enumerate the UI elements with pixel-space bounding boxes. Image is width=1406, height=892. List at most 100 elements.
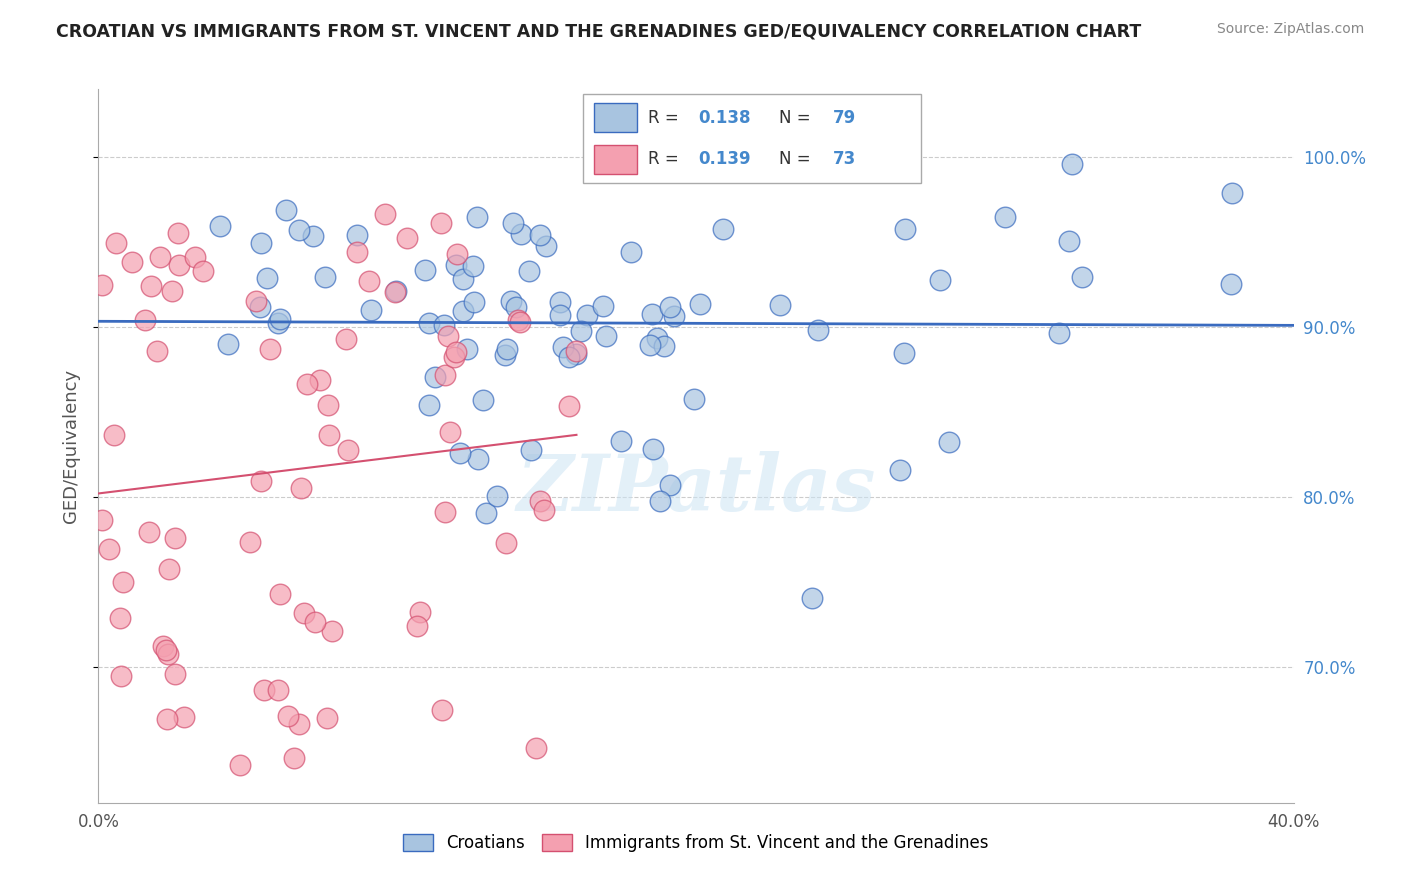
Point xyxy=(321,624,343,638)
Point xyxy=(269,587,291,601)
Point xyxy=(683,392,706,407)
Point xyxy=(259,343,281,357)
Point xyxy=(652,339,675,353)
Point xyxy=(249,300,271,314)
Point xyxy=(645,331,668,345)
Point xyxy=(571,324,593,338)
Point xyxy=(533,503,555,517)
Point xyxy=(409,605,432,619)
Point xyxy=(160,284,183,298)
Point xyxy=(443,350,465,364)
Point xyxy=(494,348,516,362)
Point xyxy=(336,443,359,458)
Point xyxy=(191,264,214,278)
Point xyxy=(103,428,125,442)
Point xyxy=(308,373,330,387)
Point xyxy=(90,277,112,292)
Point xyxy=(461,259,484,273)
Point xyxy=(346,244,368,259)
Point xyxy=(449,446,471,460)
Point xyxy=(385,285,408,299)
Point xyxy=(434,505,457,519)
Legend: Croatians, Immigrants from St. Vincent and the Grenadines: Croatians, Immigrants from St. Vincent a… xyxy=(396,827,995,859)
Point xyxy=(287,223,309,237)
Point xyxy=(689,297,711,311)
Point xyxy=(517,264,540,278)
Point xyxy=(292,606,315,620)
Point xyxy=(456,342,478,356)
Y-axis label: GED/Equivalency: GED/Equivalency xyxy=(62,369,80,523)
Point xyxy=(152,639,174,653)
Text: 73: 73 xyxy=(834,150,856,168)
Point xyxy=(437,328,460,343)
Point xyxy=(108,611,131,625)
Point xyxy=(548,308,571,322)
Point xyxy=(433,318,456,333)
Point xyxy=(662,309,685,323)
Point xyxy=(548,295,571,310)
Point xyxy=(938,434,960,449)
Point xyxy=(256,270,278,285)
Point xyxy=(346,228,368,243)
Point xyxy=(475,506,498,520)
Point xyxy=(288,716,311,731)
Point xyxy=(495,536,517,550)
Bar xyxy=(593,145,637,174)
Point xyxy=(564,344,586,359)
Point xyxy=(509,227,531,242)
Point xyxy=(156,712,179,726)
Point xyxy=(406,619,429,633)
Point xyxy=(269,312,291,326)
Point xyxy=(165,532,187,546)
Point xyxy=(502,216,524,230)
Point xyxy=(894,222,917,236)
Point xyxy=(163,666,186,681)
Point xyxy=(1062,156,1084,170)
Point xyxy=(595,328,617,343)
Point xyxy=(318,427,340,442)
Point xyxy=(472,392,495,407)
Text: 79: 79 xyxy=(834,109,856,127)
Point xyxy=(499,293,522,308)
Point xyxy=(529,493,551,508)
Point xyxy=(769,298,792,312)
Point xyxy=(295,377,318,392)
Point xyxy=(250,235,273,250)
Point xyxy=(800,591,823,605)
Point xyxy=(465,210,488,224)
Point xyxy=(711,222,734,236)
Point xyxy=(1057,234,1080,248)
Point xyxy=(418,316,440,330)
Point xyxy=(250,474,273,488)
Point xyxy=(138,524,160,539)
Point xyxy=(508,313,530,327)
Point xyxy=(111,574,134,589)
Point xyxy=(929,273,952,287)
Point xyxy=(444,258,467,272)
Point xyxy=(173,710,195,724)
Point xyxy=(557,351,579,365)
Point xyxy=(415,262,437,277)
Text: CROATIAN VS IMMIGRANTS FROM ST. VINCENT AND THE GRENADINES GED/EQUIVALENCY CORRE: CROATIAN VS IMMIGRANTS FROM ST. VINCENT … xyxy=(56,22,1142,40)
Text: Source: ZipAtlas.com: Source: ZipAtlas.com xyxy=(1216,22,1364,37)
Point xyxy=(495,342,517,356)
Point xyxy=(110,669,132,683)
FancyBboxPatch shape xyxy=(583,94,921,183)
Text: R =: R = xyxy=(648,109,683,127)
Point xyxy=(430,703,453,717)
Point xyxy=(524,740,547,755)
Point xyxy=(565,347,588,361)
Point xyxy=(1047,326,1070,340)
Point xyxy=(444,345,467,359)
Point xyxy=(557,399,579,413)
Point xyxy=(638,337,661,351)
Point xyxy=(439,425,461,440)
Point xyxy=(889,463,911,477)
Point xyxy=(266,316,288,330)
Point xyxy=(253,683,276,698)
Point xyxy=(418,398,440,412)
Point xyxy=(1220,277,1243,291)
Text: N =: N = xyxy=(779,109,815,127)
Text: N =: N = xyxy=(779,150,815,168)
Point xyxy=(575,308,598,322)
